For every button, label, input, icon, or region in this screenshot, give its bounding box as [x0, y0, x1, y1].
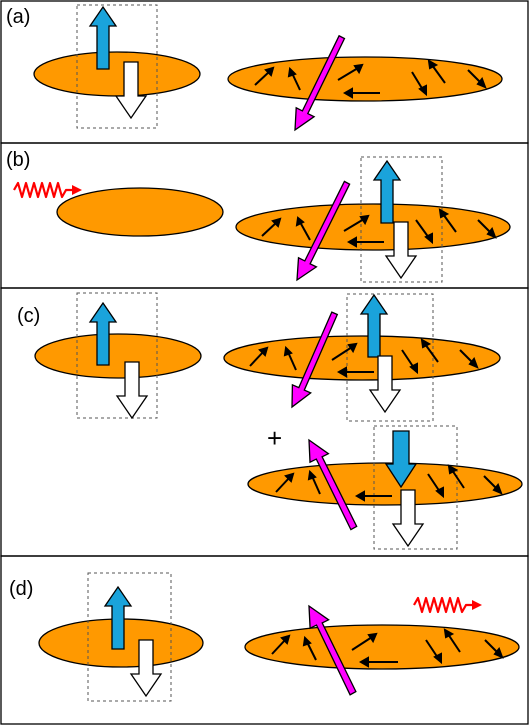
panel-label-c: (c): [17, 305, 40, 327]
ferromagnet-disk: [33, 51, 201, 97]
ferromagnet-disk: [56, 187, 224, 237]
photon-wave-icon: [412, 596, 484, 614]
panel-frame-d: [0, 555, 529, 725]
magnetization-arrow-icon: [308, 438, 358, 531]
magnetization-arrow-icon: [291, 311, 339, 409]
panel-frame-c: [0, 287, 529, 557]
local-moments: [254, 59, 487, 99]
panel-a: [33, 4, 503, 132]
spin-pair-box: [87, 572, 172, 702]
antiferromagnet-disk: [223, 335, 501, 381]
spin-pair-box: [373, 425, 458, 550]
magnetization-arrow-icon: [294, 34, 346, 132]
antiferromagnet-disk: [227, 56, 503, 102]
panel-label-a: (a): [6, 6, 30, 28]
panel-label-d: (d): [9, 578, 33, 600]
ferromagnet-disk: [34, 333, 202, 379]
panel-label-b: (b): [6, 149, 30, 171]
panel-d: [38, 572, 520, 702]
antiferromagnet-disk: [247, 462, 523, 506]
spin-pair-box: [346, 293, 434, 422]
local-moments: [275, 464, 503, 502]
magnetization-arrow-icon: [296, 180, 351, 282]
photon-wave-icon: [12, 181, 84, 199]
spin-pair-box: [360, 156, 443, 283]
antiferromagnet-disk: [235, 203, 511, 251]
spin-pair-box: [76, 4, 158, 129]
local-moments: [249, 338, 479, 378]
local-moments: [271, 628, 504, 668]
plus-sign: +: [267, 423, 282, 453]
panel-b: [12, 156, 511, 283]
local-moments: [261, 208, 497, 248]
magnetization-arrow-icon: [308, 604, 357, 696]
panel-c: +: [34, 292, 523, 550]
